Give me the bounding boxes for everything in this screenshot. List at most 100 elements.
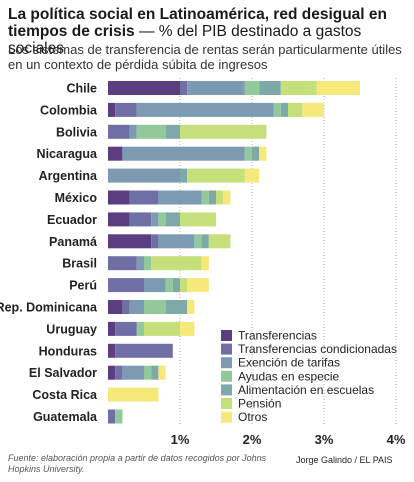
bar-segment-alimentacion-en-escuelas (259, 81, 281, 95)
bar-segment-pension (280, 81, 317, 95)
category-label: Rep. Dominicana (0, 301, 98, 315)
bar-segment-pension (144, 321, 180, 336)
bar-row-mexico (108, 190, 231, 205)
bar-row-chile (108, 81, 360, 95)
author-credit: Jorge Galindo / EL PAIS (296, 455, 393, 465)
category-label: Bolivia (56, 125, 98, 139)
bar-segment-alimentacion-en-escuelas (165, 300, 188, 314)
bar-segment-transferencias (108, 81, 180, 95)
chart-title: La política social en Latinoamérica, red… (8, 6, 408, 57)
bar-row-uruguay (108, 321, 195, 336)
bar-row-ecuador (108, 212, 216, 227)
category-label: El Salvador (29, 366, 97, 380)
bar-row-rep-dominicana (108, 300, 195, 314)
bar-segment-pension (208, 234, 231, 249)
chart-title-rest: — % del PIB destinado a gastos sociales (8, 23, 362, 57)
chart-bars (108, 81, 360, 424)
bar-segment-pension (180, 124, 267, 139)
bar-row-peru (108, 278, 209, 293)
bar-segment-ayudas-en-especie (136, 124, 166, 139)
bar-row-costa-rica (108, 387, 159, 402)
source-note: Fuente: elaboración propia a partir de d… (8, 453, 267, 474)
bar-segment-transferencias (108, 102, 116, 117)
bar-segment-exencion-de-tarifas (136, 102, 274, 117)
legend-item-ayudas-en-especie: Ayudas en especie (221, 369, 340, 383)
bar-segment-ayudas-en-especie (144, 256, 152, 271)
category-label: Guatemala (33, 410, 98, 424)
bar-segment-exencion-de-tarifas (108, 168, 180, 183)
bar-segment-transferencias (108, 321, 116, 336)
bar-segment-otros (244, 168, 260, 183)
bar-segment-transferencias-condicionadas (129, 212, 152, 227)
bar-segment-transferencias-condicionadas (115, 102, 137, 117)
bar-segment-otros (187, 278, 209, 293)
legend-swatch (221, 398, 232, 409)
bar-segment-exencion-de-tarifas (151, 212, 159, 227)
bar-segment-alimentacion-en-escuelas (165, 124, 180, 139)
category-label: Nicaragua (37, 147, 98, 161)
bar-segment-pension (288, 102, 303, 117)
bar-segment-exencion-de-tarifas (122, 365, 144, 380)
category-label: Honduras (39, 344, 97, 358)
legend-label: Otros (238, 410, 267, 424)
bar-segment-transferencias-condicionadas (108, 278, 144, 293)
legend-swatch (221, 357, 232, 369)
category-label: Brasil (62, 257, 97, 271)
bar-segment-transferencias-condicionadas (115, 343, 173, 358)
bar-segment-exencion-de-tarifas (187, 81, 245, 95)
legend-item-pension: Pensión (221, 397, 281, 411)
bar-row-honduras (108, 343, 173, 358)
bar-segment-otros (316, 81, 360, 95)
category-label: Colombia (40, 103, 98, 117)
bar-segment-alimentacion-en-escuelas (151, 365, 159, 380)
chart-title-bold: La política social en Latinoamérica, red… (8, 6, 388, 40)
bar-segment-alimentacion-en-escuelas (208, 190, 216, 205)
bar-segment-transferencias (108, 146, 123, 161)
bar-segment-otros (108, 387, 159, 402)
x-tick-label: 1% (171, 432, 190, 447)
bar-segment-ayudas-en-especie (158, 212, 166, 227)
legend-swatch (221, 411, 232, 423)
bar-segment-otros (302, 102, 324, 117)
bar-row-el-salvador (108, 365, 166, 380)
legend-item-otros: Otros (221, 410, 267, 424)
bar-segment-pension (187, 168, 245, 183)
bar-segment-otros (259, 146, 267, 161)
bar-segment-transferencias-condicionadas (129, 190, 159, 205)
bar-row-colombia (108, 102, 324, 117)
bar-segment-otros (158, 365, 166, 380)
legend-swatch (221, 330, 232, 341)
bar-row-nicaragua (108, 146, 267, 161)
bar-segment-ayudas-en-especie (194, 234, 202, 249)
category-label: Costa Rica (32, 388, 98, 402)
legend-label: Alimentación en escuelas (238, 383, 374, 397)
bar-segment-alimentacion-en-escuelas (172, 278, 180, 293)
category-label: México (55, 191, 98, 205)
bar-segment-ayudas-en-especie (115, 409, 123, 424)
bar-segment-otros (187, 300, 195, 314)
x-tick-label: 2% (243, 432, 262, 447)
bar-segment-transferencias-condicionadas (180, 81, 188, 95)
bar-segment-exencion-de-tarifas (129, 300, 144, 314)
bar-segment-transferencias (108, 190, 130, 205)
legend-swatch (221, 343, 232, 355)
bar-segment-exencion-de-tarifas (129, 124, 137, 139)
bar-segment-ayudas-en-especie (144, 300, 166, 314)
bar-segment-exencion-de-tarifas (158, 234, 195, 249)
legend-swatch (221, 384, 232, 396)
bar-row-guatemala (108, 409, 123, 424)
bar-segment-ayudas-en-especie (165, 278, 173, 293)
legend-label: Exención de tarifas (238, 356, 340, 370)
legend-label: Ayudas en especie (238, 369, 340, 383)
bar-segment-transferencias-condicionadas (108, 124, 130, 139)
bar-segment-alimentacion-en-escuelas (165, 212, 180, 227)
bar-segment-ayudas-en-especie (273, 102, 281, 117)
bar-segment-alimentacion-en-escuelas (252, 146, 260, 161)
legend-label: Transferencias (238, 329, 317, 343)
bar-segment-otros (223, 190, 231, 205)
legend-item-transferencias-condicionadas: Transferencias condicionadas (221, 342, 397, 356)
legend-item-exencion-de-tarifas: Exención de tarifas (221, 356, 340, 370)
bar-segment-transferencias-condicionadas (115, 321, 137, 336)
